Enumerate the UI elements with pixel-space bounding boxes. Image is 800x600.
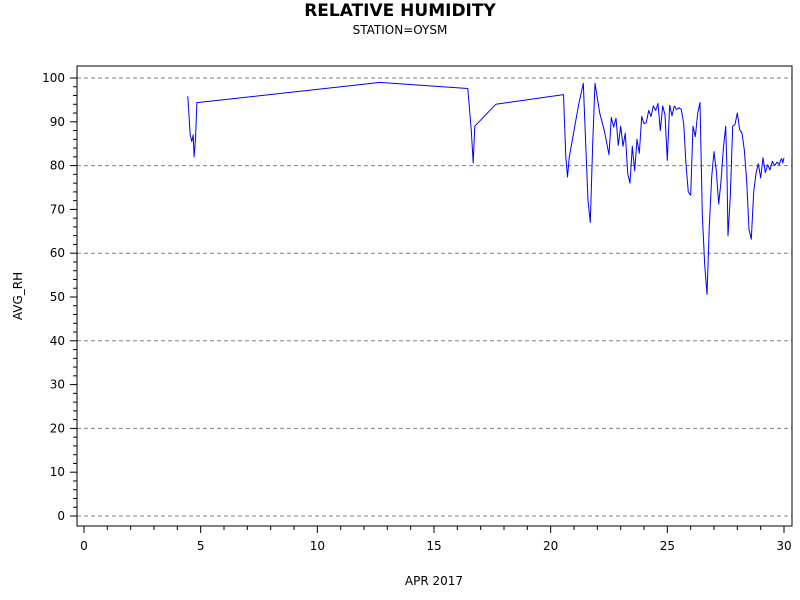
y-tick-label: 50 xyxy=(50,290,65,304)
y-axis: 0 10 20 30 40 50 60 70 80 90 100 xyxy=(42,71,77,523)
series-line-0 xyxy=(187,81,785,295)
x-tick-label: 0 xyxy=(80,539,88,553)
y-axis-label: AVG_RH xyxy=(11,272,25,320)
y-tick-label: 100 xyxy=(42,71,65,85)
chart-subtitle: STATION=OYSM xyxy=(352,23,448,37)
y-tick-label: 90 xyxy=(50,115,65,129)
y-tick-label: 80 xyxy=(50,159,65,173)
y-tick-label: 60 xyxy=(50,246,65,260)
x-tick-label: 15 xyxy=(426,539,441,553)
chart-title: RELATIVE HUMIDITY xyxy=(304,1,496,21)
x-axis: 0 5 10 15 20 25 30 xyxy=(80,526,792,553)
y-tick-label: 10 xyxy=(50,465,65,479)
y-tick-label: 70 xyxy=(50,202,65,216)
gridlines xyxy=(77,77,792,517)
x-tick-label: 5 xyxy=(197,539,205,553)
y-tick-label: 40 xyxy=(50,334,65,348)
series-layer xyxy=(187,81,785,295)
y-tick-label: 20 xyxy=(50,421,65,435)
x-axis-label: APR 2017 xyxy=(405,574,463,588)
y-tick-label: 30 xyxy=(50,378,65,392)
x-tick-label: 30 xyxy=(776,539,791,553)
x-tick-label: 25 xyxy=(660,539,675,553)
x-tick-label: 10 xyxy=(310,539,325,553)
y-tick-label: 0 xyxy=(57,509,65,523)
x-tick-label: 20 xyxy=(543,539,558,553)
